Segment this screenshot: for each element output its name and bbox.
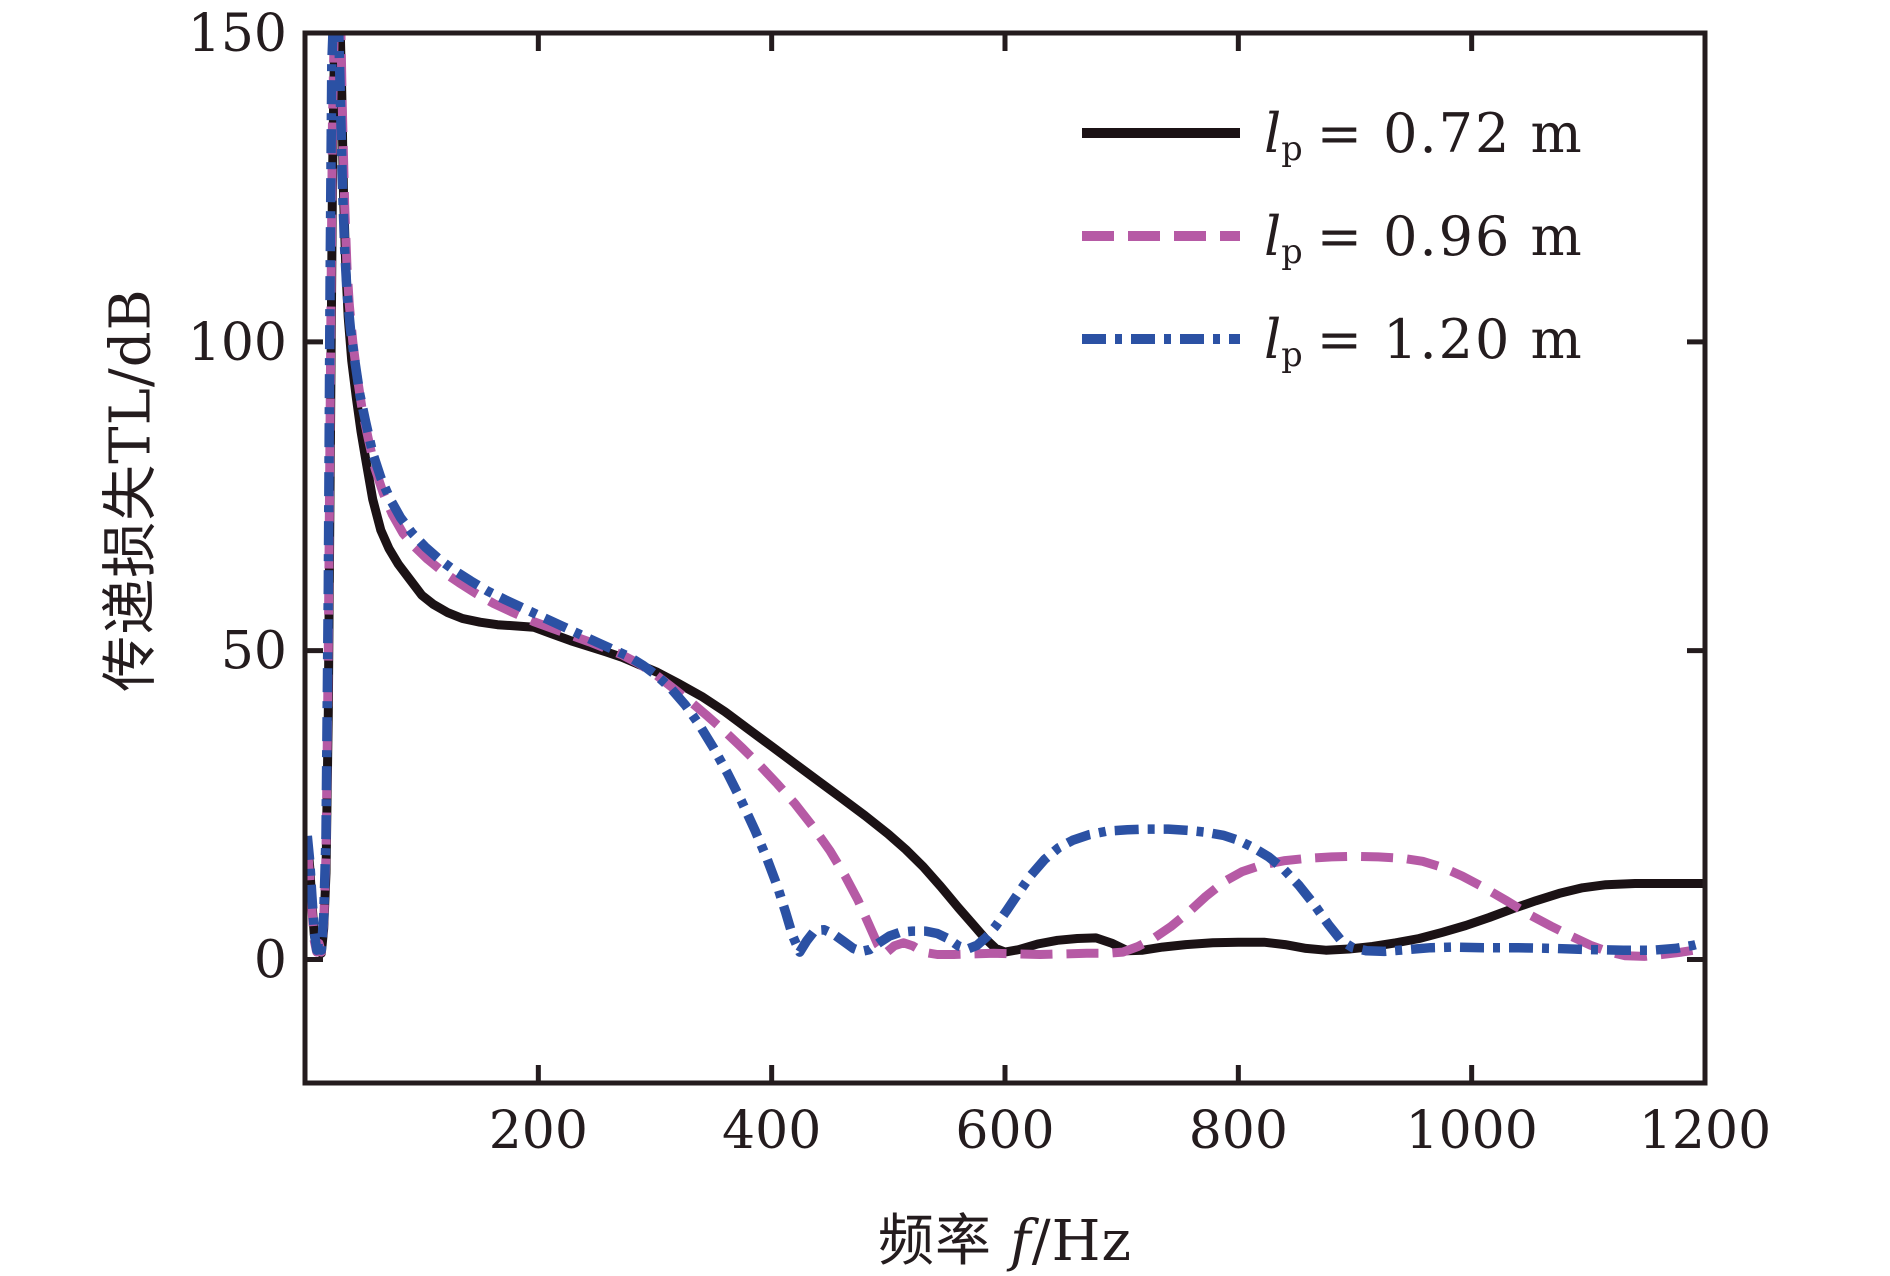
x-tick-label-1000: 1000 — [1405, 1101, 1537, 1161]
y-axis-label-unit: /dB — [98, 288, 164, 388]
legend-value: = 0.72 m — [1316, 101, 1584, 165]
legend-line-solid — [1082, 128, 1240, 138]
legend-var: l — [1264, 204, 1282, 268]
curve-0.96 — [307, 35, 1703, 961]
legend-sub: p — [1281, 334, 1303, 374]
legend: lp = 0.72 m lp = 0.96 m lp = 1.20 m — [1082, 102, 1584, 411]
legend-label-096: lp = 0.96 m — [1264, 204, 1584, 271]
y-tick-label-150: 150 — [188, 4, 287, 64]
legend-var: l — [1264, 307, 1282, 371]
x-axis-label-cn: 频率 — [878, 1209, 993, 1274]
legend-value: = 1.20 m — [1316, 307, 1584, 371]
x-tick-label-200: 200 — [489, 1101, 588, 1161]
y-tick-label-50: 50 — [221, 622, 287, 682]
y-axis-label: 传递损失TL/dB — [86, 288, 167, 691]
y-axis-label-var: TL — [98, 387, 164, 464]
legend-sub: p — [1281, 128, 1303, 168]
y-tick-label-100: 100 — [188, 313, 287, 373]
legend-item-120: lp = 1.20 m — [1082, 307, 1584, 374]
x-tick-label-400: 400 — [722, 1101, 821, 1161]
x-axis-label: 频率 f/Hz — [305, 1196, 1705, 1276]
legend-value: = 0.96 m — [1316, 204, 1584, 268]
legend-label-072: lp = 0.72 m — [1264, 101, 1584, 168]
y-tick-label-0: 0 — [254, 930, 287, 990]
x-axis-label-var: f — [1010, 1209, 1032, 1274]
legend-label-120: lp = 1.20 m — [1264, 307, 1584, 374]
legend-line-dashdot — [1082, 334, 1240, 344]
legend-item-096: lp = 0.96 m — [1082, 204, 1584, 271]
x-tick-label-800: 800 — [1189, 1101, 1288, 1161]
x-axis-label-unit: /Hz — [1031, 1209, 1132, 1274]
legend-sub: p — [1281, 231, 1303, 271]
x-tick-label-1200: 1200 — [1639, 1101, 1771, 1161]
x-tick-label-600: 600 — [955, 1101, 1054, 1161]
legend-line-dashed — [1082, 231, 1240, 241]
legend-var: l — [1264, 101, 1282, 165]
y-axis-label-cn: 传递损失 — [98, 463, 164, 692]
legend-item-072: lp = 0.72 m — [1082, 101, 1584, 168]
